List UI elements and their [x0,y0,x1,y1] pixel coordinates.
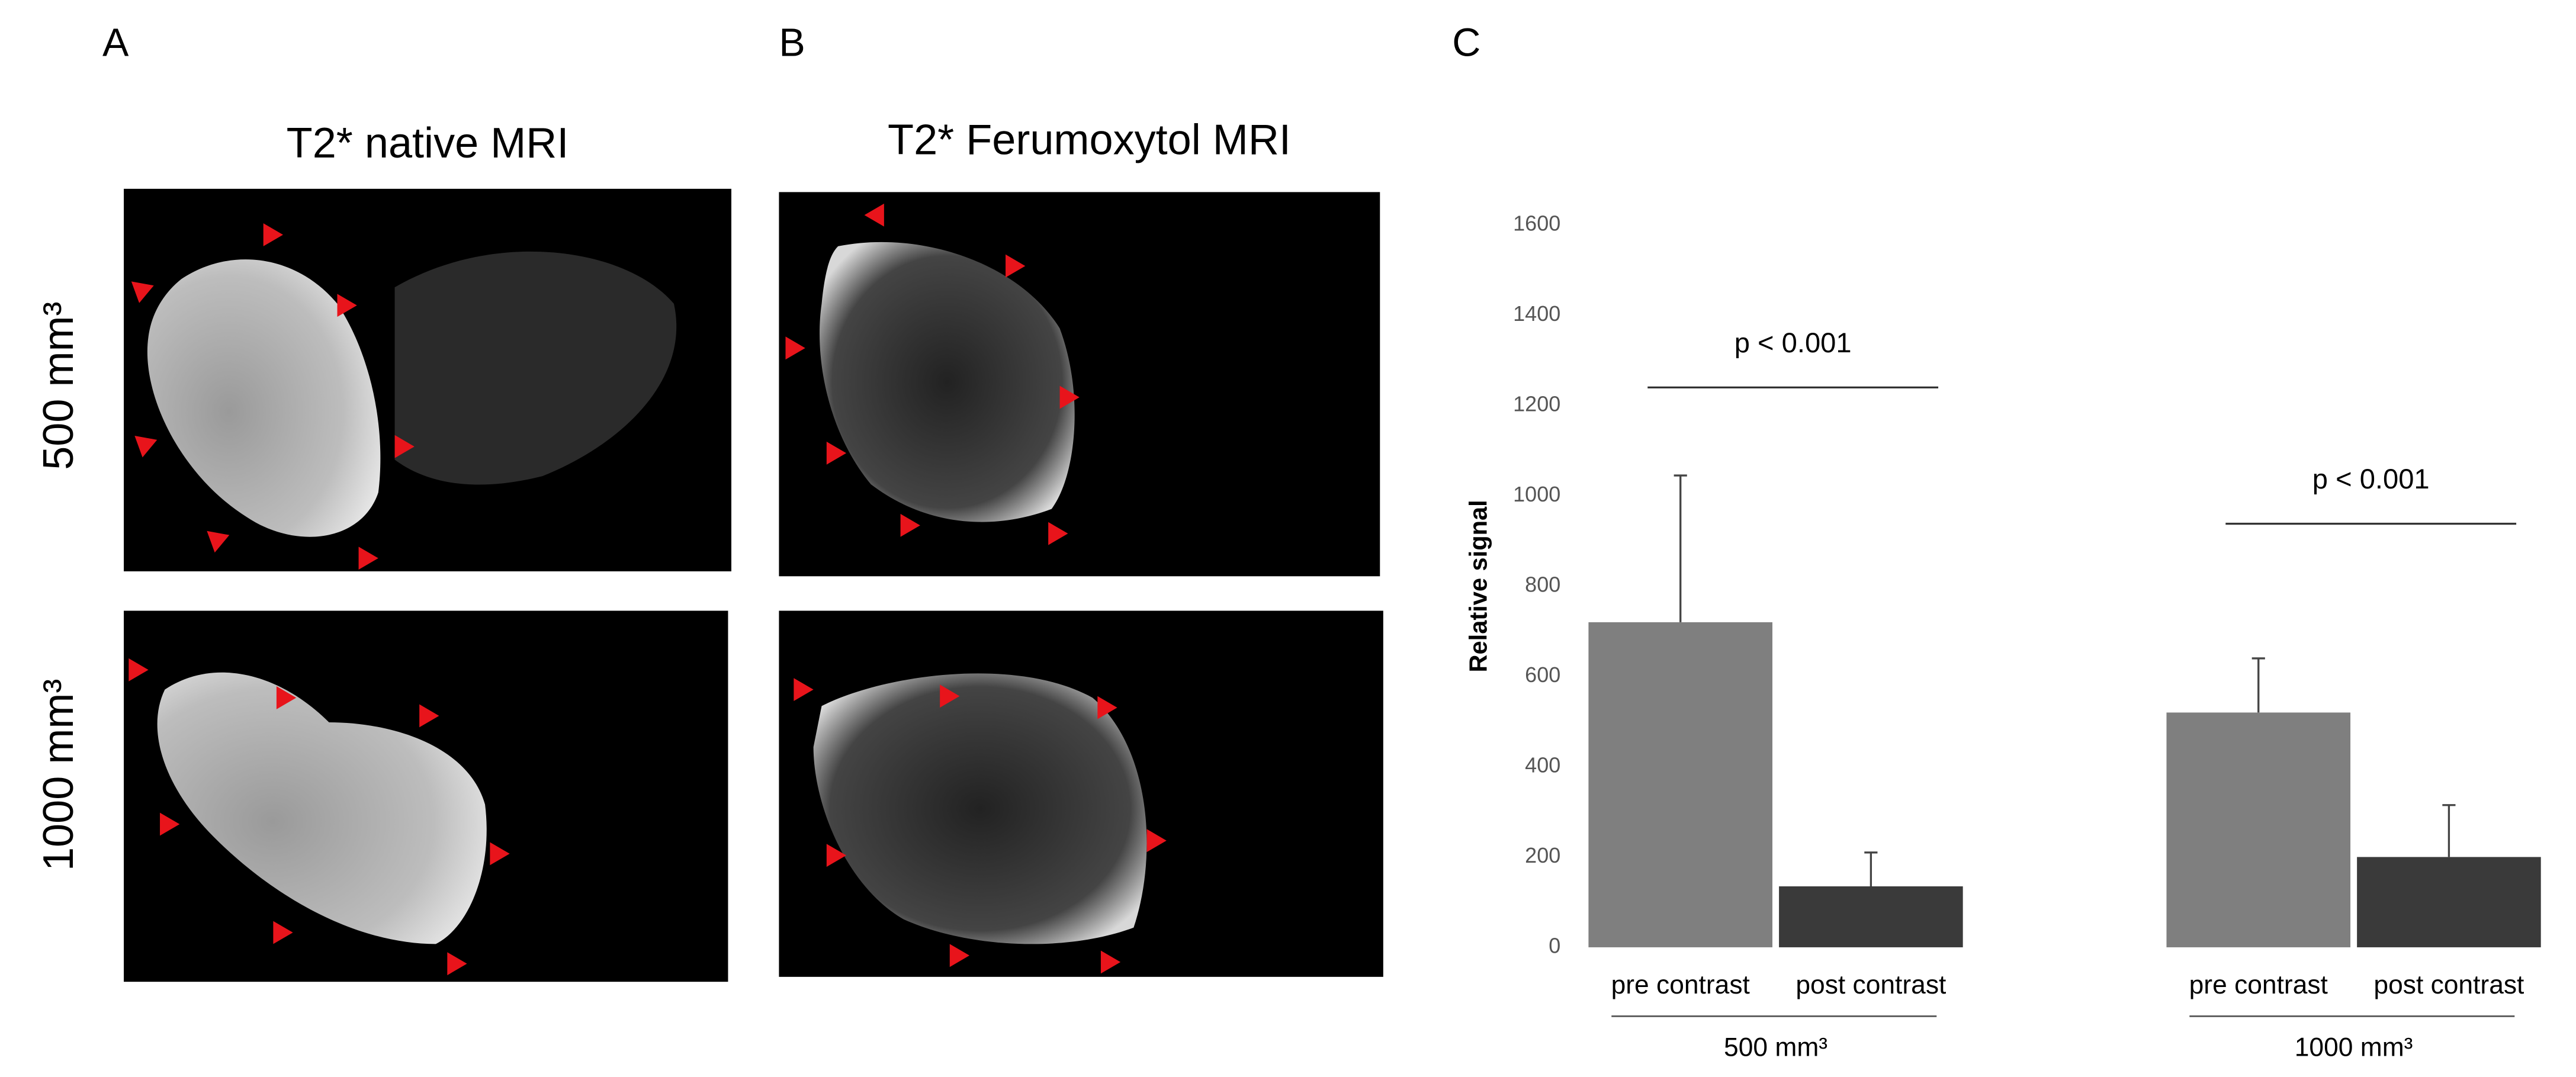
y-tick-label: 400 [1525,753,1560,777]
x-tick-label: pre contrast [2189,970,2328,999]
bar [1588,622,1772,947]
y-axis-label: Relative signal [1464,500,1492,672]
error-bar [1864,851,1878,887]
x-tick-label: post contrast [1796,970,1946,999]
bar-chart: 0 200 400 600 800 1000 1200 1400 1600 pre contras… [1513,211,2541,1062]
error-bar [2251,657,2265,713]
bar [2357,857,2541,947]
error-bar [2442,804,2456,857]
group-label: 1000 mm³ [2295,1033,2413,1062]
column-title: T2* native MRI [287,120,569,167]
y-tick-label: 1000 [1513,482,1560,506]
mri-image [124,188,731,571]
row-label: 500 mm³ [35,301,82,470]
y-tick-label: 1200 [1513,391,1560,416]
mri-image [779,192,1380,577]
error-bar [1674,474,1687,622]
mri-image [779,610,1383,977]
mri-image [124,610,728,982]
x-tick-label: pre contrast [1611,970,1750,999]
panel-label: C [1452,21,1480,65]
y-tick-label: 800 [1525,572,1560,596]
bar [1779,886,1963,947]
bar [2166,712,2351,947]
y-tick-label: 200 [1525,843,1560,867]
row-label: 1000 mm³ [35,679,82,871]
group-label: 500 mm³ [1724,1033,1827,1062]
annotation: p < 0.001 [1735,327,1852,358]
annotation: p < 0.001 [2312,463,2430,494]
x-tick-label: post contrast [2373,970,2524,999]
y-tick-label: 1400 [1513,301,1560,326]
y-tick-label: 600 [1525,663,1560,687]
y-tick-label: 1600 [1513,211,1560,235]
y-tick-label: 0 [1549,933,1560,957]
panel-label: A [102,21,129,65]
column-title: T2* Ferumoxytol MRI [888,117,1291,164]
panel-label: B [779,21,805,65]
